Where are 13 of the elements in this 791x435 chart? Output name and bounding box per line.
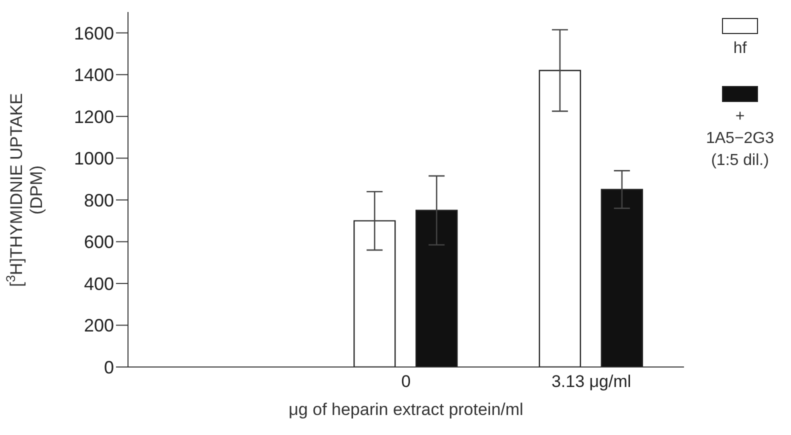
- y-tick-label: 200: [84, 316, 114, 336]
- y-tick-label: 1400: [74, 65, 114, 86]
- y-tick-label: 600: [84, 232, 114, 252]
- legend-label: hf: [732, 39, 748, 59]
- y-tick-label: 400: [84, 274, 114, 294]
- y-tick-label: 1600: [74, 23, 114, 44]
- x-axis-title: μg of heparin extract protein/ml: [288, 400, 524, 420]
- y-tick-label: 800: [84, 190, 114, 210]
- y-tick-label: 1200: [74, 106, 114, 127]
- x-tick-label: 3.13 μg/ml: [551, 372, 632, 392]
- legend-label: + 1A5−2G3 (1:5 dil.): [704, 107, 776, 171]
- y-tick-label: 1000: [74, 148, 114, 169]
- y-tick-label: 0: [104, 357, 114, 378]
